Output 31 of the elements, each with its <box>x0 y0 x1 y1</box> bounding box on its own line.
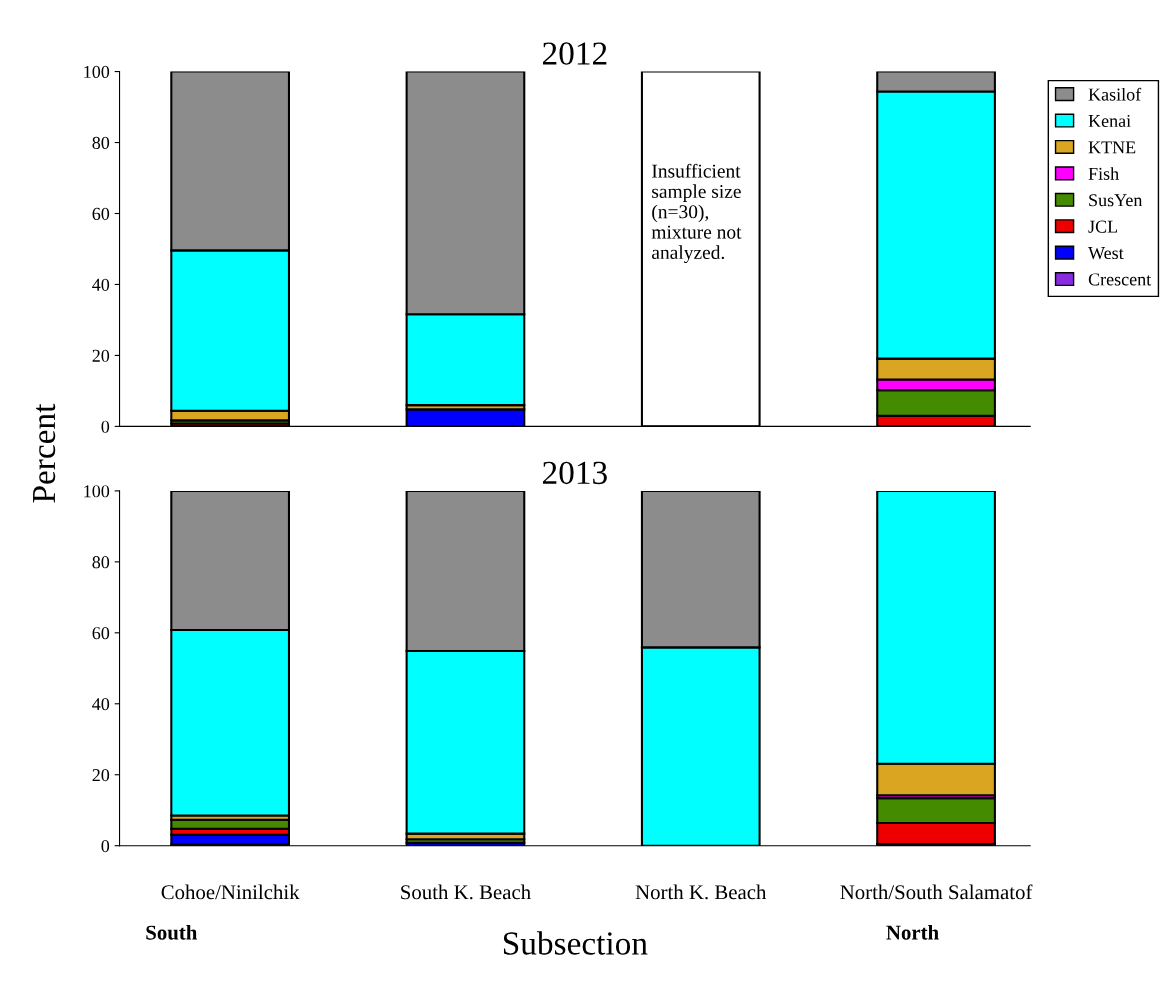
annotation: Insufficient sample size (n=30), mixture not analyzed. <box>651 163 742 263</box>
y-tick-label: 20 <box>92 349 110 362</box>
y-tick-label: 0 <box>101 839 110 853</box>
y-tick-label: 100 <box>84 65 110 79</box>
legend-label: SusYen <box>1089 194 1143 207</box>
x-tick-label: Cohoe/Ninilchik <box>161 884 300 900</box>
y-tick-label: 20 <box>92 769 110 782</box>
y-axis-title: Percent <box>33 403 56 503</box>
legend-label: Kasilof <box>1088 87 1142 101</box>
legend-label: Kenai <box>1088 114 1131 128</box>
x-tick-label: North K. Beach <box>635 884 767 900</box>
y-tick-label: 60 <box>92 207 110 220</box>
legend-label: JCL <box>1088 220 1118 233</box>
y-tick-label: 0 <box>101 420 110 433</box>
y-tick-label: 40 <box>92 698 110 711</box>
y-tick-label: 80 <box>92 136 110 149</box>
text: North <box>886 924 939 940</box>
legend-label: Fish <box>1088 167 1119 180</box>
legend-label: Crescent <box>1088 273 1152 286</box>
legend-label: West <box>1088 247 1124 260</box>
x-axis-title: Subsection <box>503 931 648 955</box>
text: South <box>146 924 198 940</box>
chart-title: 2012 <box>543 42 607 65</box>
x-tick-label: South K. Beach <box>401 884 531 900</box>
y-tick-label: 80 <box>92 556 110 569</box>
chart-title: 2013 <box>543 461 607 485</box>
legend-label: KTNE <box>1088 141 1136 154</box>
y-tick-label: 60 <box>92 627 110 640</box>
y-tick-label: 100 <box>84 485 110 498</box>
x-tick-label: North/South Salamatof <box>840 884 1033 900</box>
y-tick-label: 40 <box>92 278 110 291</box>
